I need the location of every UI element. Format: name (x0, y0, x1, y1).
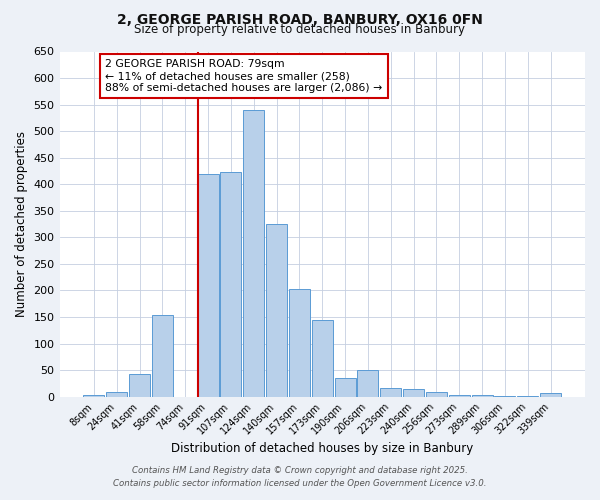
Bar (289, 289, 310, 397)
Text: 2 GEORGE PARISH ROAD: 79sqm
← 11% of detached houses are smaller (258)
88% of se: 2 GEORGE PARISH ROAD: 79sqm ← 11% of det… (106, 60, 383, 92)
X-axis label: Distribution of detached houses by size in Banbury: Distribution of detached houses by size … (171, 442, 473, 455)
Bar (403, 388, 424, 396)
Bar (540, 393, 561, 396)
Bar (266, 224, 287, 396)
Y-axis label: Number of detached properties: Number of detached properties (15, 131, 28, 317)
Bar (243, 110, 264, 397)
Bar (312, 320, 333, 396)
Bar (335, 378, 356, 396)
Bar (472, 395, 493, 396)
Bar (152, 316, 173, 396)
Bar (197, 174, 218, 396)
Text: 2, GEORGE PARISH ROAD, BANBURY, OX16 0FN: 2, GEORGE PARISH ROAD, BANBURY, OX16 0FN (117, 12, 483, 26)
Bar (129, 374, 150, 396)
Bar (220, 172, 241, 396)
Bar (358, 370, 379, 396)
Text: Size of property relative to detached houses in Banbury: Size of property relative to detached ho… (134, 22, 466, 36)
Bar (449, 394, 470, 396)
Text: Contains HM Land Registry data © Crown copyright and database right 2025.
Contai: Contains HM Land Registry data © Crown c… (113, 466, 487, 487)
Bar (83, 395, 104, 396)
Bar (426, 392, 447, 396)
Bar (106, 392, 127, 396)
Bar (380, 388, 401, 396)
